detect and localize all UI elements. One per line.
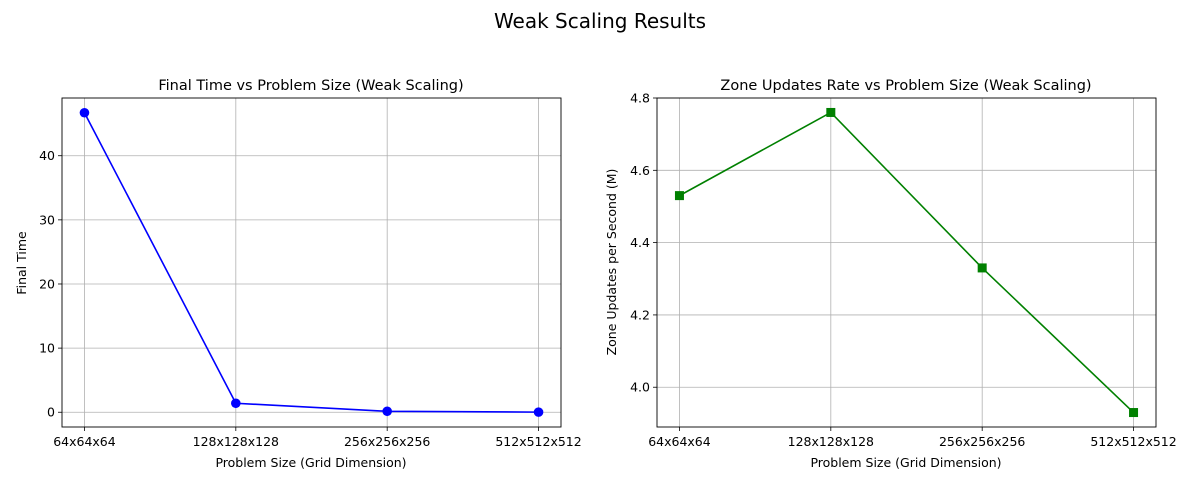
series-line [679, 111, 1135, 414]
data-point [977, 263, 987, 273]
x-tick-label: 128x128x128 [193, 434, 279, 449]
data-point [674, 191, 684, 201]
x-tick-label: 512x512x512 [1090, 434, 1176, 449]
plot-frame [61, 97, 562, 428]
y-tick-label: 10 [39, 341, 55, 356]
y-tick-label: 30 [39, 212, 55, 227]
data-point [231, 398, 241, 409]
data-point [533, 407, 544, 417]
y-tick-label: 4.6 [630, 163, 650, 178]
chart-title: Final Time vs Problem Size (Weak Scaling… [158, 78, 463, 94]
y-tick-label: 0 [47, 405, 55, 420]
plot-frame [656, 97, 1157, 428]
final-time-chart: Final Time vs Problem Size (Weak Scaling… [14, 78, 582, 470]
x-tick-label: 256x256x256 [939, 434, 1025, 449]
y-tick-label: 4.0 [630, 380, 650, 395]
data-point [1129, 408, 1139, 418]
y-axis-label: Final Time [14, 231, 29, 295]
data-point [826, 107, 836, 117]
x-tick-label: 128x128x128 [788, 434, 874, 449]
data-point [79, 107, 90, 118]
x-tick-label: 256x256x256 [344, 434, 430, 449]
y-tick-label: 4.4 [630, 235, 650, 250]
grid [657, 97, 1156, 427]
y-axis-label: Zone Updates per Second (M) [604, 169, 619, 356]
y-tick-label: 40 [39, 148, 55, 163]
y-tick-label: 20 [39, 276, 55, 291]
x-tick-label: 64x64x64 [53, 434, 116, 449]
x-tick-label: 64x64x64 [648, 434, 711, 449]
data-point [382, 406, 392, 417]
x-tick-label: 512x512x512 [495, 434, 581, 449]
y-tick-label: 4.2 [630, 307, 650, 322]
chart-title: Zone Updates Rate vs Problem Size (Weak … [720, 78, 1091, 94]
x-axis-label: Problem Size (Grid Dimension) [810, 455, 1001, 470]
x-axis-label: Problem Size (Grid Dimension) [215, 455, 406, 470]
y-tick-label: 4.8 [630, 91, 650, 106]
series-line [83, 112, 539, 413]
grid [62, 98, 561, 427]
figure-suptitle: Weak Scaling Results [494, 9, 706, 33]
zone-updates-chart: Zone Updates Rate vs Problem Size (Weak … [604, 78, 1177, 470]
